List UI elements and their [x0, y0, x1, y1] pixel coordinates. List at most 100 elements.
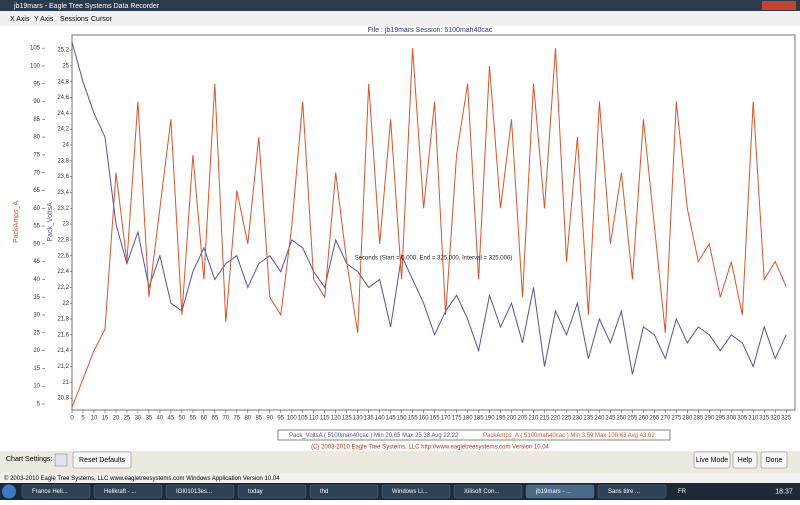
x-tick-label: 185 [474, 416, 485, 422]
taskbar-items: France Heli... Helikraft - ... IOI01013es.… [21, 484, 667, 499]
x-tick-label: 15 [102, 416, 109, 422]
x-tick-label: 10 [91, 416, 98, 422]
task-button[interactable] [381, 484, 451, 499]
task-label[interactable]: Windows Li... [392, 489, 428, 495]
x-tick-label: 300 [726, 416, 737, 422]
x-tick-label: 195 [496, 416, 507, 422]
y2-tick-label: 35 [33, 295, 40, 301]
menu-item[interactable]: Y Axis [34, 16, 54, 23]
x-tick-label: 125 [342, 416, 353, 422]
button[interactable] [72, 451, 132, 469]
y-tick-label: 24,2 [57, 127, 69, 133]
y2-tick-label: 95 [33, 81, 40, 87]
legend-entry: Pack_VoltsA ( 5100mah40cac ) Min 20.65 M… [289, 433, 459, 439]
x-tick-label: 225 [561, 416, 572, 422]
y2-tick-label: 15 [33, 366, 40, 372]
x-tick-label: 205 [517, 416, 528, 422]
task-label[interactable]: jb19mars - ... [535, 489, 571, 495]
y2-tick-label: 5 [37, 402, 41, 408]
label: Chart Settings: [6, 456, 52, 463]
chart-title: File : jb19mars Session: 5100mah40cac [368, 27, 493, 34]
y-tick-label: 25,2 [57, 48, 69, 54]
x-tick-label: 285 [693, 416, 704, 422]
button[interactable] [760, 451, 788, 469]
x-tick-label: 75 [233, 416, 240, 422]
x-tick-label: 40 [157, 416, 164, 422]
task-button[interactable] [165, 484, 235, 499]
y2-tick-label: 55 [33, 224, 40, 230]
settings-icon[interactable] [54, 453, 68, 467]
x-tick-label: 20 [113, 416, 120, 422]
status-bar [0, 473, 800, 483]
task-button[interactable] [525, 484, 595, 499]
y-tick-label: 22 [62, 301, 69, 307]
button-label[interactable]: Done [766, 457, 783, 464]
x-tick-label: 145 [386, 416, 397, 422]
button[interactable] [693, 451, 731, 469]
y2-tick-label: 65 [33, 188, 40, 194]
x-tick-label: 0 [70, 416, 74, 422]
x-tick-label: 290 [704, 416, 715, 422]
task-button[interactable] [21, 484, 91, 499]
x-tick-label: 110 [309, 416, 319, 422]
button-label[interactable]: Reset Defaults [79, 457, 125, 464]
x-tick-label: 240 [594, 416, 605, 422]
task-label[interactable]: today [248, 489, 263, 495]
plot: 20,8 21 21,2 21,4 21,6 21,8 22 22,2 22,4 22,6 22,8… [13, 34, 796, 422]
menu-item[interactable]: Sessions [60, 16, 89, 23]
task-button[interactable] [597, 484, 667, 499]
close-button[interactable] [762, 1, 796, 10]
task-label[interactable]: Helikraft - ... [104, 489, 137, 495]
menu-item[interactable]: Cursor [91, 16, 113, 23]
x-tick-label: 275 [671, 416, 682, 422]
task-label[interactable]: Xilisoft Con... [464, 489, 500, 495]
button[interactable] [732, 451, 758, 469]
y-tick-label: 24 [62, 143, 69, 149]
task-label[interactable]: thd [320, 489, 328, 495]
control-panel [0, 451, 800, 473]
y2-tick-label: 80 [33, 135, 40, 141]
button-label[interactable]: Live Mode [696, 457, 728, 464]
y-tick-label: 23 [62, 222, 69, 228]
axis-title: PackAmps_A [13, 201, 20, 243]
y2-tick-label: 10 [33, 384, 40, 390]
x-tick-label: 315 [759, 416, 770, 422]
task-button[interactable] [93, 484, 163, 499]
x-tick-label: 45 [168, 416, 175, 422]
y2-tick-label: 75 [33, 152, 40, 158]
x-tick-label: 280 [682, 416, 693, 422]
task-label[interactable]: Sans titre ... [608, 489, 640, 495]
y-tick-label: 23,2 [57, 206, 69, 212]
task-button[interactable] [237, 484, 307, 499]
y2-tick-label: 105 [30, 46, 41, 52]
y-tick-label: 21,6 [57, 332, 69, 338]
x-tick-label: 175 [452, 416, 463, 422]
task-button[interactable] [453, 484, 523, 499]
x-tick-label: 135 [364, 416, 375, 422]
clock: 18:37 [775, 488, 793, 495]
button-label[interactable]: Help [738, 457, 753, 464]
x-tick-label: 55 [190, 416, 197, 422]
series-line [71, 48, 787, 408]
status-text: © 2003-2010 Eagle Tree Systems, LLC www.… [4, 475, 280, 482]
x-tick-label: 85 [255, 416, 262, 422]
y2-tick-label: 70 [33, 170, 40, 176]
y2-tick-label: 90 [33, 99, 40, 105]
y-tick-label: 23,6 [57, 174, 69, 180]
task-label[interactable]: France Heli... [32, 489, 68, 495]
x-tick-label: 50 [179, 416, 186, 422]
task-label[interactable]: IOI01013es... [176, 489, 212, 495]
start-button[interactable] [2, 484, 16, 499]
y2-tick-label: 20 [33, 348, 40, 354]
x-tick-label: 130 [353, 416, 364, 422]
menu-item[interactable]: X Axis [10, 16, 30, 23]
x-tick-label: 220 [550, 416, 561, 422]
x-tick-label: 200 [507, 416, 518, 422]
x-tick-label: 160 [419, 416, 430, 422]
task-button[interactable] [309, 484, 379, 499]
y-tick-label: 24,6 [57, 95, 69, 101]
x-tick-label: 25 [124, 416, 131, 422]
x-tick-label: 320 [770, 416, 781, 422]
x-tick-label: 5 [81, 416, 85, 422]
x-tick-label: 90 [266, 416, 273, 422]
